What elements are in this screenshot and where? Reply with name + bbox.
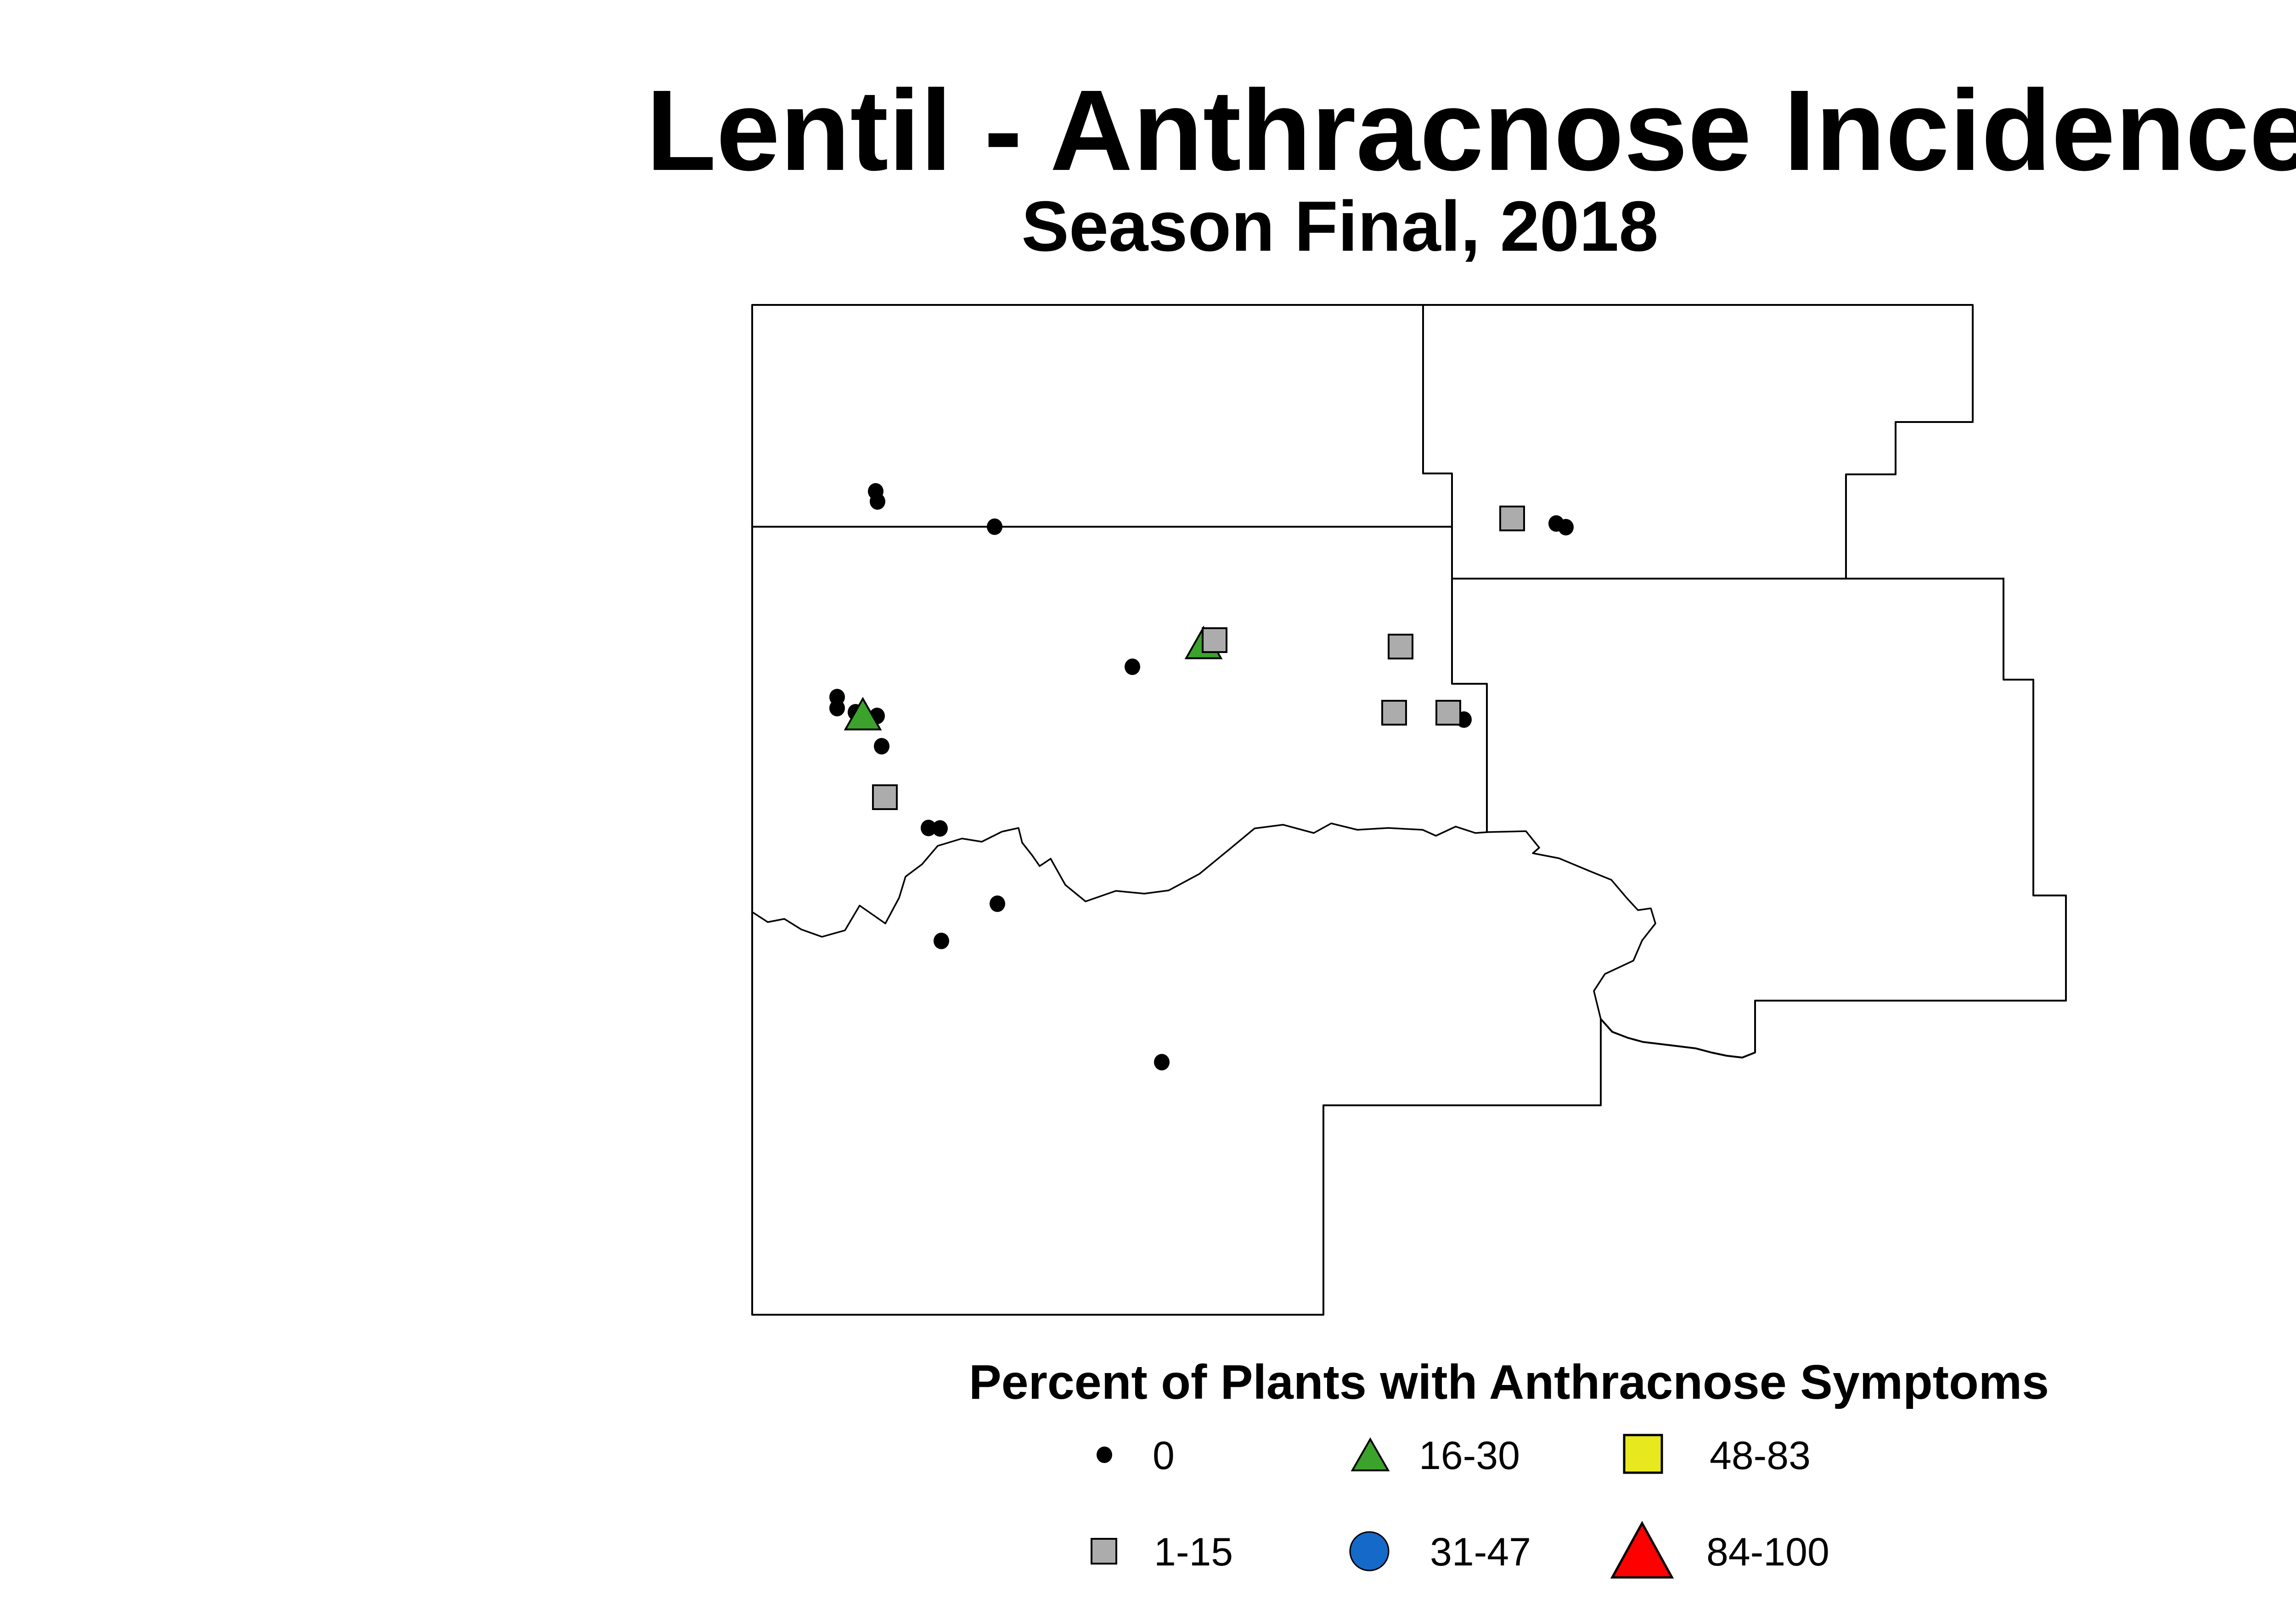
map-point-square: [1435, 700, 1461, 726]
legend-item: 16-30: [1351, 1434, 1520, 1478]
map-point-dot: [874, 738, 889, 754]
map-point-triangle: [844, 697, 882, 731]
map-point-dot: [990, 895, 1005, 912]
page-title: Lentil - Anthracnose Incidence: [646, 66, 2296, 194]
map-point-dot: [921, 820, 936, 836]
legend-title: Percent of Plants with Anthracnose Sympt…: [969, 1355, 2049, 1409]
map-point-dot: [987, 518, 1002, 535]
map-point-square: [1499, 506, 1525, 531]
legend-label: 48-83: [1710, 1434, 1811, 1478]
map-point-square: [1202, 627, 1227, 653]
legend: Percent of Plants with Anthracnose Sympt…: [969, 1355, 2049, 1579]
map-boundary-outer: [751, 304, 2067, 1316]
legend-symbol-green-triangle: [1351, 1437, 1390, 1471]
legend-symbol-yellow-square: [1623, 1434, 1663, 1474]
map-point-dot: [1558, 519, 1574, 535]
legend-label: 0: [1153, 1434, 1175, 1478]
map-point-square: [872, 784, 898, 810]
legend-symbol-dot: [1097, 1447, 1112, 1463]
legend-item: 48-83: [1623, 1434, 1811, 1478]
map-point-dot: [829, 700, 845, 716]
legend-item: 1-15: [1091, 1530, 1233, 1574]
page-subtitle: Season Final, 2018: [1021, 186, 1658, 266]
legend-label: 16-30: [1419, 1434, 1520, 1478]
map-point-square: [1381, 700, 1407, 726]
map-point-dot: [932, 820, 948, 837]
map-point-dot: [1154, 1054, 1170, 1070]
legend-label: 31-47: [1430, 1530, 1531, 1574]
legend-item: 84-100: [1610, 1520, 1829, 1579]
map-point-dot: [934, 933, 949, 949]
legend-label: 84-100: [1706, 1530, 1829, 1574]
legend-item: 0: [1097, 1434, 1175, 1478]
legend-symbol-blue-circle: [1349, 1531, 1390, 1571]
legend-symbol-gray-square: [1091, 1538, 1117, 1565]
map-point-dot: [1125, 659, 1140, 675]
legend-symbol-red-triangle: [1610, 1520, 1674, 1579]
map-point-square: [1388, 634, 1413, 659]
map-points: [829, 483, 1574, 1070]
district-map: [751, 304, 2067, 1316]
river-line: [751, 822, 1656, 1020]
legend-label: 1-15: [1154, 1530, 1233, 1574]
legend-item: 31-47: [1349, 1530, 1531, 1574]
map-point-dot: [870, 493, 885, 510]
